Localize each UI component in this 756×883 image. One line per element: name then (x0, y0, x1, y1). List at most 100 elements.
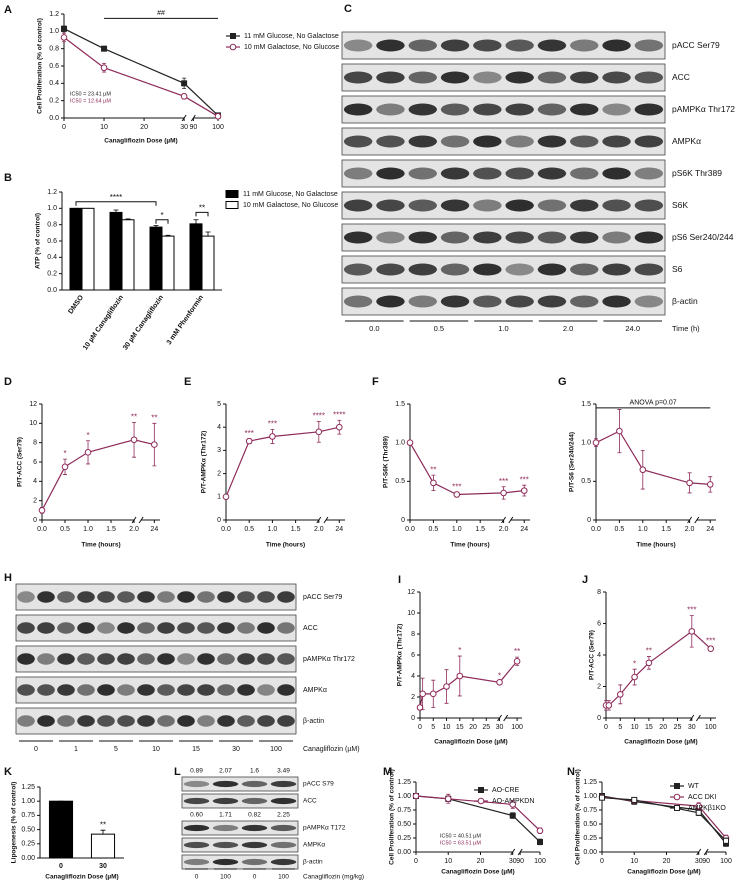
y-axis-label: P/T-S6 (Ser240/244) (569, 432, 576, 492)
blot-band (277, 715, 295, 727)
x-axis-label: Time (hours) (450, 542, 489, 549)
x-tick-label: 10 (630, 858, 638, 865)
lane-axis-label: Canagliflozin (µM) (303, 746, 360, 753)
lane-label: 1 (74, 746, 78, 753)
blot-band (277, 622, 295, 634)
x-tick-label: 0.5 (429, 526, 439, 533)
blot-band (117, 684, 135, 696)
y-tick-label: 0.50 (21, 826, 35, 833)
marker (616, 427, 623, 435)
blot-band (157, 715, 175, 727)
legend-label: AO-AMPKDN (492, 798, 534, 805)
blot-band (473, 199, 502, 212)
bar (189, 223, 203, 291)
x-tick-label: 1.0 (268, 526, 278, 533)
panel-letter: G (558, 376, 567, 388)
blot-band (177, 653, 195, 665)
blot-band (183, 858, 210, 866)
quantification-label: 1.6 (250, 768, 259, 775)
y-tick-label: 1.25 (397, 779, 411, 786)
bar (109, 211, 123, 291)
y-tick-label: 0.50 (583, 821, 597, 828)
marker (688, 628, 696, 635)
blot-band (57, 715, 75, 727)
bar (161, 235, 175, 291)
y-axis-label: ATP (% of control) (35, 213, 42, 269)
x-tick-label: 2.0 (685, 526, 695, 533)
x-tick-label: 90 (189, 124, 197, 131)
blot-band (505, 39, 534, 52)
y-tick-label: 0.75 (21, 812, 35, 819)
x-tick-label: 0 (59, 863, 63, 870)
blot-band (37, 653, 55, 665)
x-axis-label: Canagliflozin Dose (µM) (434, 739, 507, 746)
blot-band (257, 684, 275, 696)
marker (269, 433, 276, 440)
significance-label: **** (333, 410, 345, 419)
y-tick-label: 0.8 (47, 222, 57, 229)
significance-label: ** (131, 412, 137, 421)
x-axis-label: Canagliflozin Dose (µM) (441, 869, 514, 876)
marker (100, 64, 108, 72)
blot-band (257, 653, 275, 665)
significance-label: ** (100, 820, 106, 829)
x-axis-label: Time (hours) (266, 542, 305, 549)
y-tick-label: 0.0 (49, 115, 59, 122)
y-tick-label: 2 (411, 694, 415, 701)
x-axis-label: Canagliflozin Dose (µM) (45, 874, 118, 881)
significance-label: **** (313, 412, 325, 421)
significance-label: *** (520, 475, 529, 484)
bar (121, 219, 135, 291)
blot-band (634, 71, 664, 84)
blot-band (217, 684, 235, 696)
error-bar (205, 231, 211, 237)
blot-band (602, 71, 631, 84)
x-tick-label: 0.5 (615, 526, 625, 533)
legend-marker (674, 805, 680, 811)
marker (695, 802, 703, 810)
quantification-label: 2.07 (219, 768, 232, 775)
blot-band (570, 199, 599, 212)
series-line (409, 442, 525, 496)
blot-band (77, 715, 95, 727)
y-tick-label: 2 (597, 683, 601, 690)
x-tick-label: 100 (534, 858, 546, 865)
significance-label: * (86, 431, 89, 440)
blot-band (270, 824, 297, 832)
blot-band (241, 797, 268, 805)
y-tick-label: 0 (217, 517, 221, 524)
blot-strip (181, 793, 299, 809)
marker (181, 80, 188, 87)
blot-band (157, 622, 175, 634)
marker (101, 45, 108, 52)
annotation: ** (199, 204, 205, 213)
marker (537, 838, 543, 845)
annotation: **** (110, 193, 122, 202)
blot-band (505, 167, 534, 180)
blot-band (505, 135, 534, 148)
marker (500, 489, 507, 497)
blot-band (408, 39, 437, 52)
y-tick-label: 10 (29, 420, 37, 427)
y-tick-label: 0.75 (397, 807, 411, 814)
significance-label: *** (706, 636, 715, 645)
blot-band (473, 135, 502, 148)
marker (686, 479, 693, 487)
blot-band (237, 715, 255, 727)
y-tick-label: 0.75 (583, 807, 597, 814)
blot-band (217, 622, 235, 634)
legend-swatch (225, 190, 239, 198)
marker (509, 801, 517, 808)
blot-band (376, 263, 405, 276)
marker (496, 679, 503, 686)
y-tick-label: 0.00 (21, 855, 35, 862)
marker (706, 481, 714, 488)
blot-band (117, 591, 135, 603)
protein-label: AMPKα (303, 842, 325, 849)
error-bar (193, 219, 199, 224)
blot-band (37, 715, 55, 727)
legend-label: 10 mM Galactose, No Glucose (244, 44, 339, 51)
y-tick-label: 0.25 (583, 835, 597, 842)
panel-letter: L (174, 766, 181, 778)
y-tick-label: 1.00 (21, 798, 35, 805)
